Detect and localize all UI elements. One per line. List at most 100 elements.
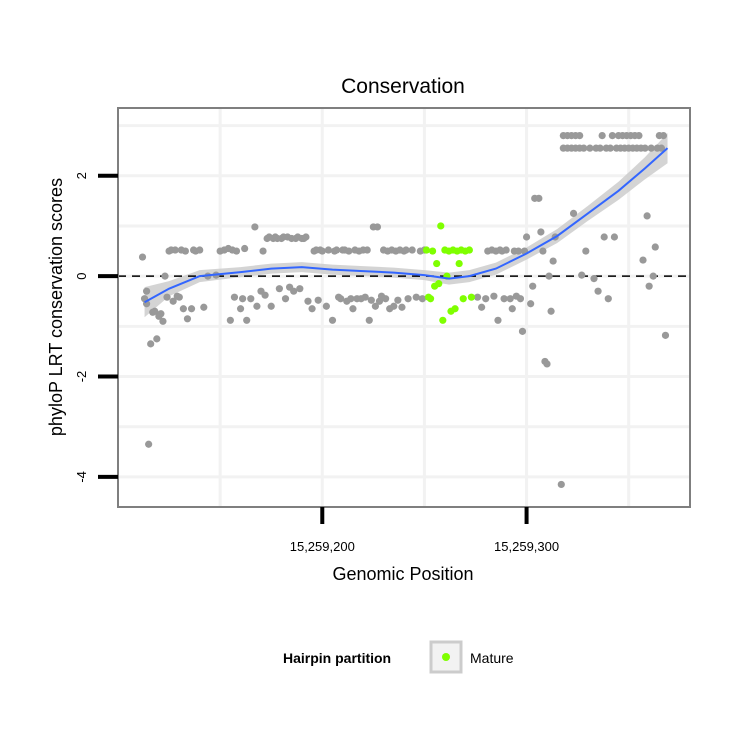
data-point (347, 295, 355, 303)
data-point-mature (422, 246, 431, 254)
data-point (522, 233, 531, 241)
data-point (547, 307, 555, 315)
data-point (549, 257, 557, 265)
y-tick-label: 0 (74, 273, 89, 280)
data-point (651, 243, 659, 251)
data-point (324, 246, 333, 254)
data-point (412, 293, 420, 301)
data-point (398, 303, 406, 311)
data-point (482, 295, 490, 303)
data-point (641, 144, 649, 152)
data-point (659, 132, 668, 140)
data-point (181, 247, 190, 255)
data-point (580, 144, 588, 152)
data-point (302, 233, 310, 241)
data-point-mature (465, 246, 473, 254)
legend-title: Hairpin partition (283, 650, 391, 666)
data-point (183, 315, 192, 323)
data-point (251, 223, 259, 231)
data-point (175, 293, 183, 301)
data-point (290, 287, 298, 295)
data-point (196, 246, 204, 254)
data-point (590, 275, 598, 283)
data-point (322, 302, 330, 310)
data-point-mature (459, 295, 467, 303)
data-point (582, 247, 590, 255)
data-point (267, 302, 275, 310)
data-point (361, 293, 369, 301)
data-point (600, 233, 608, 241)
legend-key-dot (442, 653, 450, 661)
data-point (243, 316, 251, 324)
data-point (578, 271, 586, 279)
data-point (514, 247, 523, 255)
data-point (337, 295, 345, 303)
data-point (161, 272, 169, 280)
data-point (537, 228, 545, 236)
data-point (576, 132, 584, 140)
data-point (645, 282, 653, 290)
data-point (518, 327, 527, 335)
data-point (239, 295, 247, 303)
data-point (569, 209, 578, 217)
y-tick-label: -2 (74, 371, 89, 383)
data-point (490, 292, 498, 300)
data-point (604, 295, 612, 303)
data-point (247, 295, 255, 303)
data-point (500, 295, 508, 303)
data-point (649, 272, 657, 280)
data-point-mature (435, 280, 443, 288)
data-point (382, 295, 390, 303)
legend-label-mature: Mature (470, 650, 514, 666)
data-point (610, 233, 619, 241)
data-point (404, 295, 412, 303)
data-point (402, 246, 410, 254)
panel-border (117, 107, 691, 508)
plot-panel (117, 107, 691, 508)
data-point-mature (455, 259, 463, 268)
data-point-mature (451, 305, 459, 313)
smooth-trend-line (144, 147, 669, 304)
data-point (304, 297, 312, 305)
x-tick-label: 15,259,200 (290, 539, 355, 554)
data-point (230, 293, 239, 301)
data-point (371, 302, 379, 310)
data-point (408, 246, 416, 254)
y-tick-label: -4 (74, 471, 89, 483)
data-point (594, 287, 602, 295)
data-point (598, 132, 606, 140)
data-point (545, 272, 553, 280)
data-point (241, 244, 249, 253)
data-point-mature (426, 295, 435, 303)
data-point (308, 305, 316, 313)
data-point (261, 291, 269, 299)
data-point (608, 132, 616, 140)
data-point (478, 303, 486, 311)
data-point (236, 305, 245, 313)
data-point (232, 247, 241, 255)
x-axis-title: Genomic Position (332, 564, 473, 584)
x-tick-label: 15,259,300 (494, 539, 559, 554)
data-point (157, 310, 165, 318)
data-point (527, 300, 535, 308)
data-point (296, 285, 304, 293)
data-point (606, 144, 614, 152)
data-point (557, 480, 565, 489)
data-point-mature (429, 247, 437, 255)
data-point (473, 293, 482, 301)
data-point (543, 360, 551, 368)
data-point-mature (433, 259, 441, 268)
data-point (145, 440, 153, 448)
data-point (394, 296, 402, 304)
data-point (259, 247, 267, 255)
data-point-mature (467, 293, 476, 301)
data-point (281, 295, 290, 303)
data-point (586, 144, 594, 152)
y-axis-title: phyloP LRT conservation scores (46, 178, 66, 436)
data-point (373, 223, 382, 231)
data-point (275, 285, 283, 293)
data-point (151, 307, 159, 315)
data-point (314, 296, 322, 304)
data-point (179, 305, 187, 313)
legend: Hairpin partition Mature (283, 640, 514, 674)
